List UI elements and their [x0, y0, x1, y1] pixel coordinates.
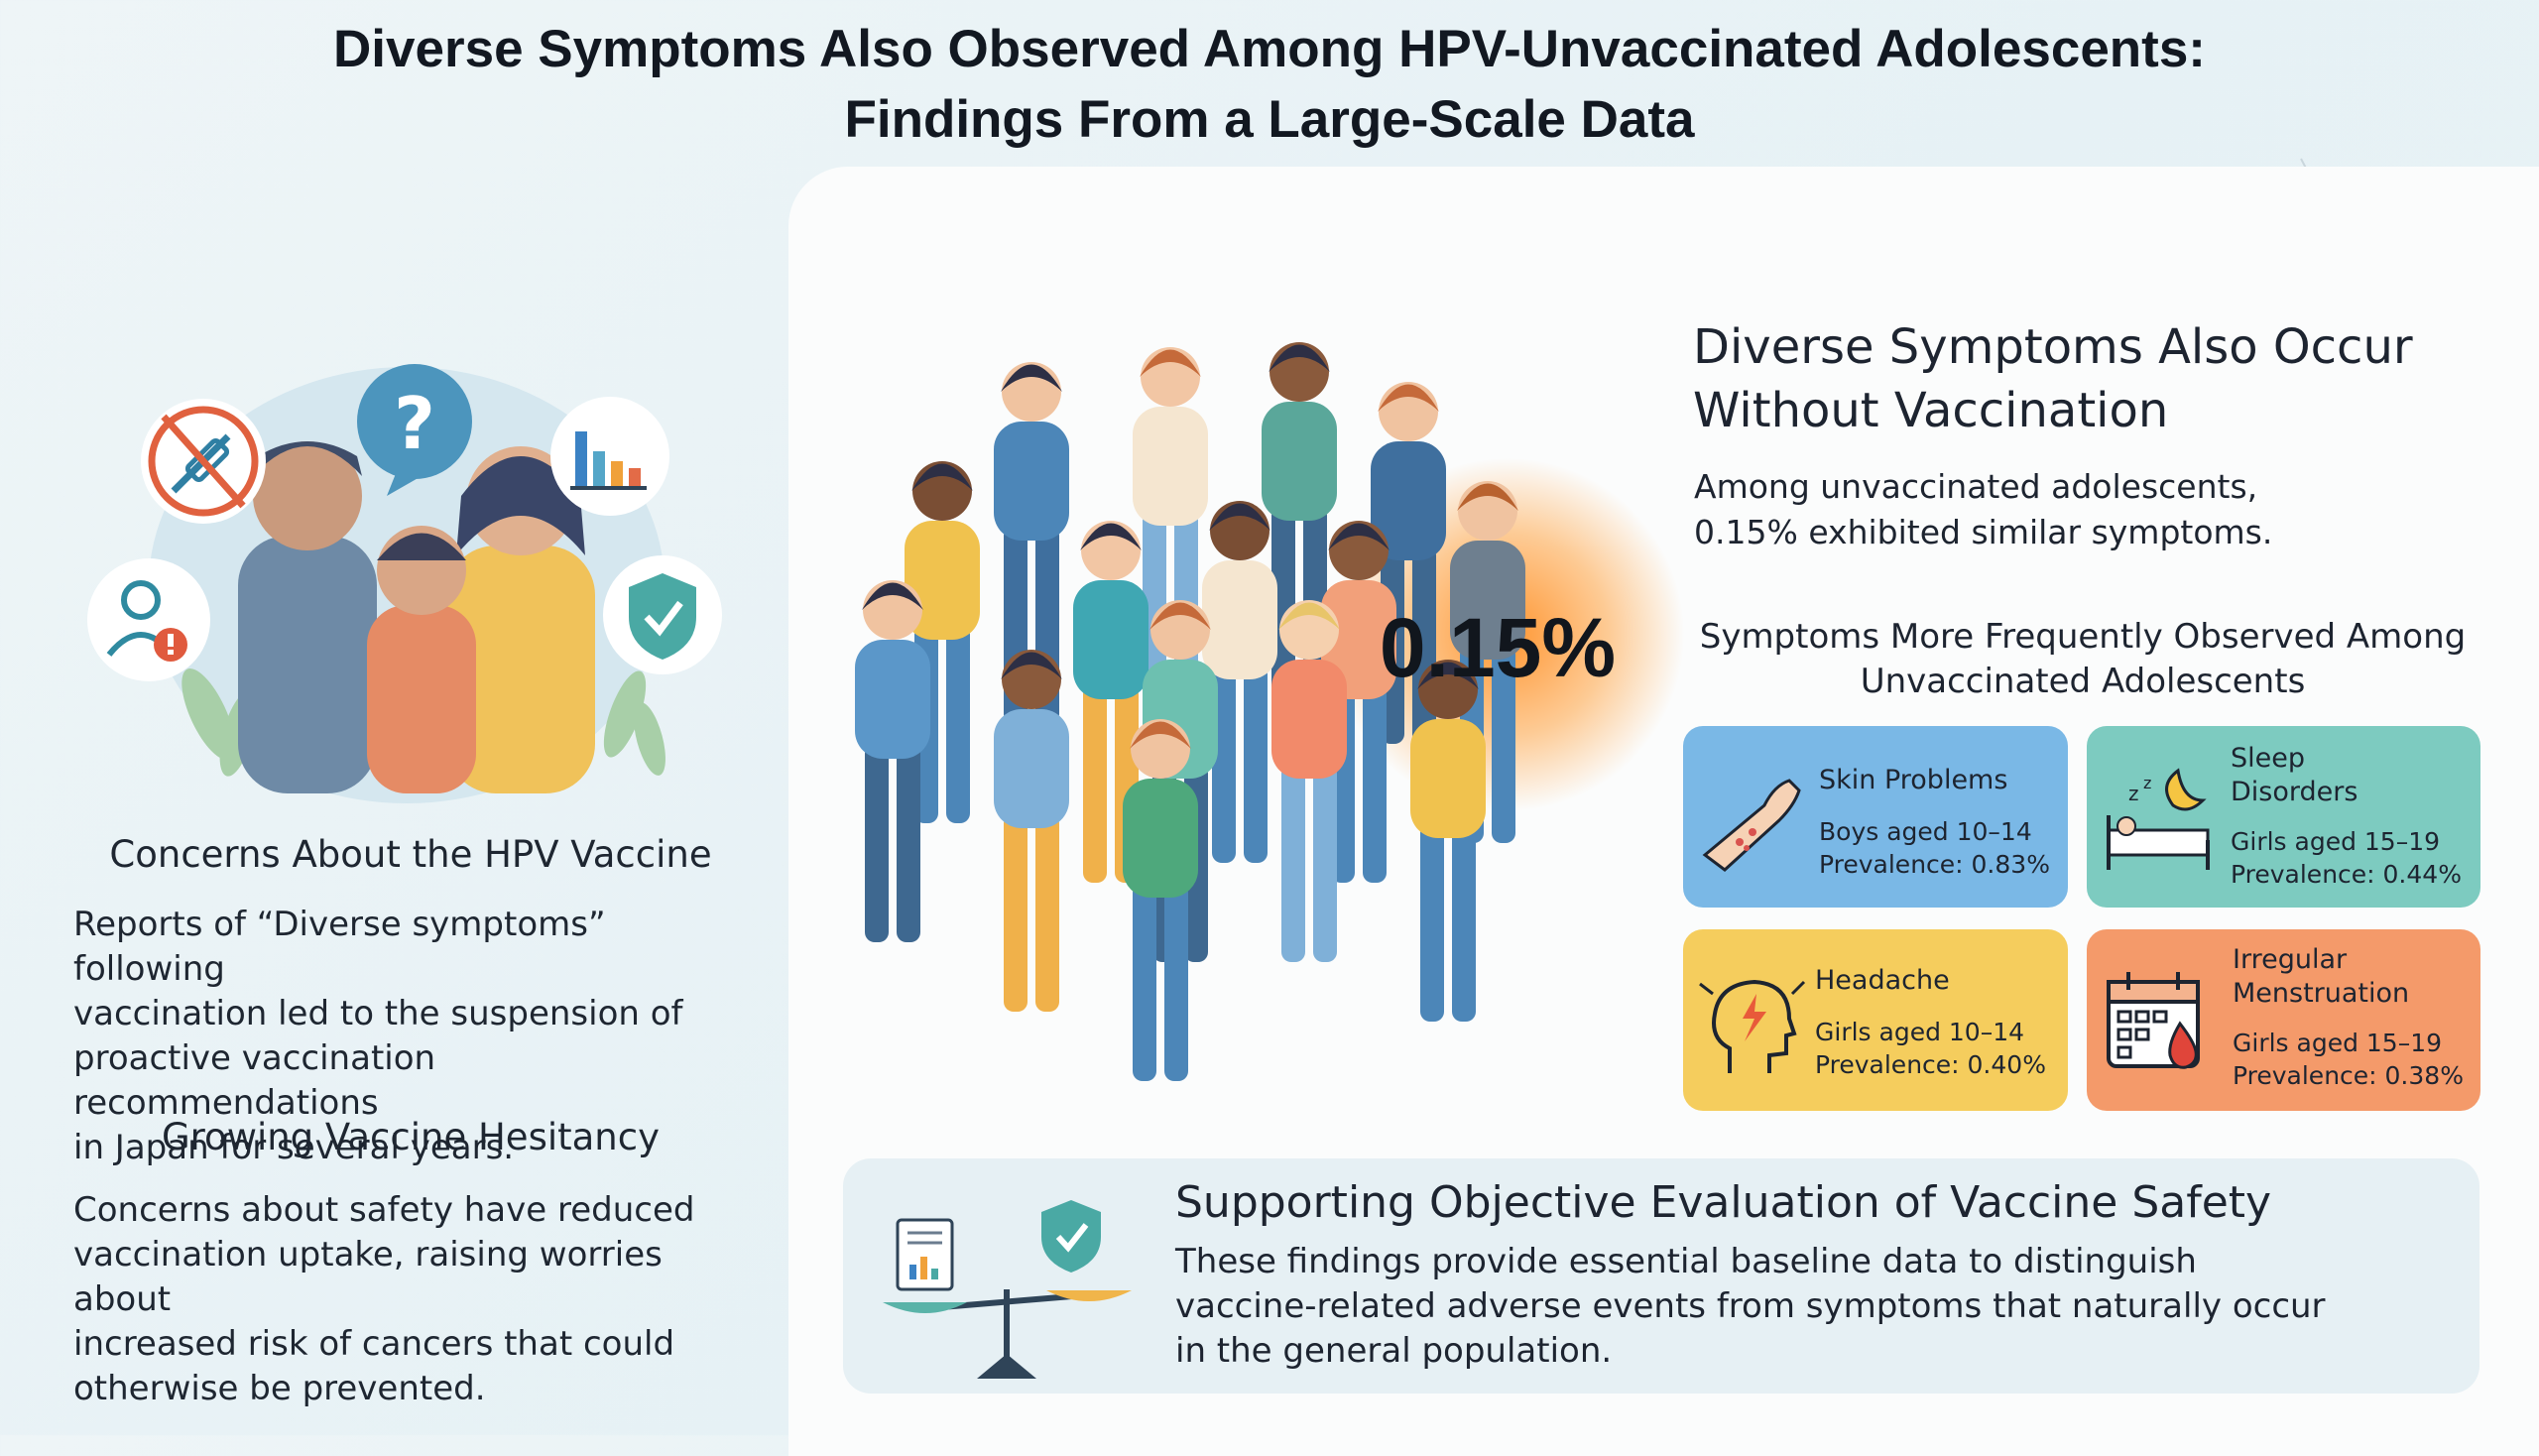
adolescent-figure: [1202, 501, 1277, 863]
question-icon: ?: [357, 364, 472, 496]
hesitancy-line: increased risk of cancers that could: [73, 1324, 675, 1364]
main-intro: Among unvaccinated adolescents, 0.15% ex…: [1694, 464, 2428, 555]
title-line-1: Diverse Symptoms Also Observed Among HPV…: [333, 20, 2206, 78]
banner-text: These findings provide essential baselin…: [1175, 1240, 2465, 1374]
main-heading: Diverse Symptoms Also Occur Without Vacc…: [1693, 315, 2447, 442]
svg-text:z: z: [2143, 774, 2151, 792]
main-heading-line: Without Vaccination: [1693, 383, 2169, 438]
calendar-drop-icon: [2107, 972, 2200, 1069]
hesitancy-line: vaccination uptake, raising worries abou…: [73, 1235, 663, 1319]
headache-icon: [1699, 979, 1806, 1073]
banner-line: vaccine-related adverse events from symp…: [1175, 1286, 2326, 1326]
title-line-2: Findings From a Large-Scale Data: [844, 90, 1695, 149]
shield-check-icon: [603, 555, 722, 674]
symptom-name: Sleep: [2231, 743, 2306, 774]
adolescent-figure: [1450, 481, 1525, 843]
banner-line: in the general population.: [1175, 1331, 1613, 1371]
concerns-heading: Concerns About the HPV Vaccine: [109, 833, 712, 876]
concerns-line: proactive vaccination recommendations: [73, 1038, 436, 1123]
symptom-name: Headache: [1815, 965, 1950, 996]
svg-text:z: z: [2128, 782, 2139, 805]
page-title: Diverse Symptoms Also Observed Among HPV…: [0, 14, 2539, 155]
adolescent-figure: [1271, 600, 1347, 962]
symptom-card-sleep-disorders: z z Sleep Disorders Girls aged 15–19 Pre…: [2087, 726, 2480, 908]
balance-scale-icon: [883, 1289, 1132, 1379]
symptom-card-skin-problems: Skin Problems Boys aged 10–14 Prevalence…: [1683, 726, 2068, 908]
symptom-card-headache: Headache Girls aged 10–14 Prevalence: 0.…: [1683, 929, 2068, 1111]
concerns-line: Reports of “Diverse symptoms” following: [73, 905, 606, 989]
concerns-line: in Japan for several years.: [73, 1128, 515, 1167]
concerned-family-illustration: ?: [87, 364, 722, 803]
banner-illustration: [883, 1200, 1132, 1379]
symptom-group: Girls aged 10–14: [1815, 1018, 2025, 1046]
symptoms-heading: Symptoms More Frequently Observed Among …: [1666, 615, 2499, 704]
symptom-card-irregular-menstruation: Irregular Menstruation Girls aged 15–19 …: [2087, 929, 2480, 1111]
document-chart-icon: [896, 1218, 954, 1291]
symptom-prevalence: Prevalence: 0.83%: [1819, 850, 2050, 879]
user-alert-icon: [87, 558, 210, 681]
adolescent-crowd-illustration: [855, 342, 1525, 1081]
symptom-group: Boys aged 10–14: [1819, 817, 2032, 846]
bar-chart-icon: [550, 397, 669, 516]
symptom-prevalence: Prevalence: 0.44%: [2231, 860, 2462, 889]
adolescent-figure: [855, 580, 930, 942]
symptom-name: Disorders: [2231, 777, 2358, 807]
symptoms-heading-line: Unvaccinated Adolescents: [1860, 662, 2306, 701]
banner-line: These findings provide essential baselin…: [1175, 1242, 2197, 1281]
banner-heading: Supporting Objective Evaluation of Vacci…: [1175, 1177, 2272, 1228]
hesitancy-heading: Growing Vaccine Hesitancy: [161, 1116, 660, 1158]
sleep-bed-icon: z z: [2107, 768, 2210, 870]
adolescent-figure: [994, 650, 1069, 1012]
percentage-highlight: 0.15%: [1379, 601, 1617, 694]
symptom-group: Girls aged 15–19: [2233, 1029, 2443, 1057]
safety-banner: [843, 1158, 2479, 1394]
skin-arm-icon: [1702, 779, 1801, 872]
symptom-name: Skin Problems: [1819, 765, 2008, 795]
adolescent-figure: [1123, 719, 1198, 1081]
hesitancy-line: otherwise be prevented.: [73, 1369, 486, 1408]
shield-check-icon: [1041, 1200, 1101, 1273]
hesitancy-line: Concerns about safety have reduced: [73, 1190, 695, 1230]
main-intro-line: 0.15% exhibited similar symptoms.: [1694, 513, 2273, 551]
symptom-prevalence: Prevalence: 0.40%: [1815, 1050, 2046, 1079]
family-figures: [238, 441, 595, 793]
main-heading-line: Diverse Symptoms Also Occur: [1693, 319, 2413, 375]
symptom-name: Irregular: [2233, 944, 2348, 975]
adolescent-figure: [1410, 660, 1486, 1022]
symptom-group: Girls aged 15–19: [2231, 827, 2441, 856]
no-syringe-icon: [141, 399, 266, 524]
concerns-line: vaccination led to the suspension of: [73, 994, 683, 1033]
symptom-prevalence: Prevalence: 0.38%: [2233, 1061, 2464, 1090]
symptom-name: Menstruation: [2233, 978, 2410, 1009]
main-intro-line: Among unvaccinated adolescents,: [1694, 467, 2258, 506]
symptoms-heading-line: Symptoms More Frequently Observed Among: [1699, 617, 2467, 657]
svg-text:?: ?: [394, 382, 435, 465]
